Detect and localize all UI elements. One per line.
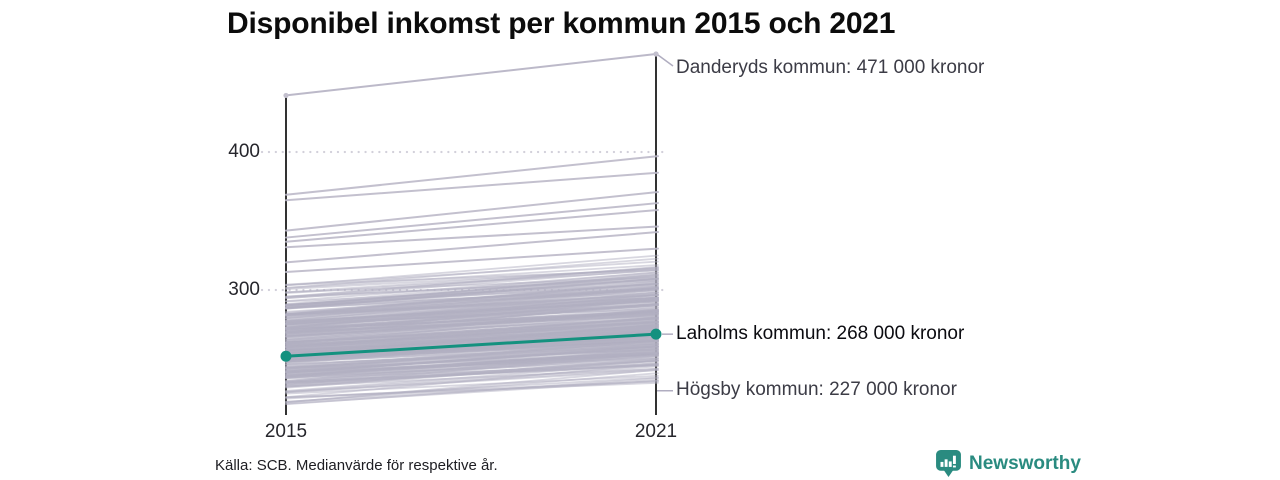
x-axis-label-2021: 2021 bbox=[634, 421, 678, 442]
y-axis-tick-300: 300 bbox=[228, 279, 260, 300]
newsworthy-brand-link[interactable]: Newsworthy bbox=[936, 450, 1081, 478]
x-axis-label-2015: 2015 bbox=[264, 421, 308, 442]
y-axis-tick-400: 400 bbox=[228, 141, 260, 162]
annotation-hogsby: Högsby kommun: 227 000 kronor bbox=[676, 379, 957, 400]
brand-name: Newsworthy bbox=[969, 453, 1081, 474]
source-note: Källa: SCB. Medianvärde för respektive å… bbox=[215, 457, 498, 474]
newsworthy-pin-barchart-icon bbox=[936, 450, 961, 477]
annotation-laholm: Laholms kommun: 268 000 kronor bbox=[676, 323, 965, 344]
annotation-danderyd: Danderyds kommun: 471 000 kronor bbox=[676, 57, 985, 78]
page-title: Disponibel inkomst per kommun 2015 och 2… bbox=[227, 7, 896, 40]
